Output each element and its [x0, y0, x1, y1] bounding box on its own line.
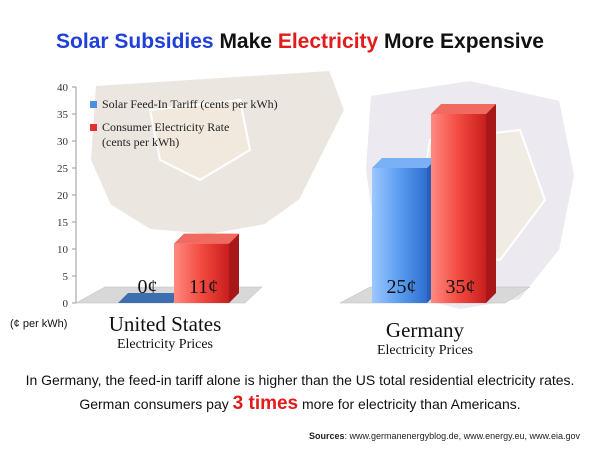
sources: Sources: www.germanenergyblog.de, www.en…	[309, 431, 580, 441]
note-line-2-post: more for electricity than Americans.	[298, 396, 521, 412]
y-tick-label: 15	[57, 217, 69, 229]
note-line-2-pre: German consumers pay	[79, 396, 233, 412]
bar-solar-1	[372, 168, 427, 303]
bar-side-1-0	[229, 233, 239, 303]
y-tick-label: 5	[63, 271, 69, 283]
y-tick-label: 20	[57, 190, 69, 202]
category-main-germany: Germany	[385, 318, 465, 342]
y-tick-label: 10	[57, 244, 69, 256]
bar-value-label: 35¢	[446, 276, 476, 298]
note-emphasis: 3 times	[232, 393, 299, 414]
legend-swatch	[90, 101, 97, 108]
sources-label: Sources	[309, 431, 345, 441]
bar-top-1-1	[431, 104, 496, 114]
bar-value-label: 25¢	[387, 276, 417, 298]
sources-text: : www.germanenergyblog.de, www.energy.eu…	[344, 431, 580, 441]
bar-value-label: 11¢	[189, 276, 218, 298]
legend-label: Solar Feed-In Tariff (cents per kWh)	[102, 97, 278, 111]
legend: Solar Feed-In Tariff (cents per kWh) Cons…	[90, 97, 278, 149]
y-tick-label: 30	[57, 136, 69, 148]
category-sub-germany: Electricity Prices	[376, 343, 474, 358]
bar-flat-0-0	[118, 293, 183, 303]
category-label-us: United States Electricity Prices	[85, 312, 245, 353]
unit-label: (¢ per kWh)	[10, 318, 68, 330]
category-sub-us: Electricity Prices	[116, 337, 214, 352]
title-part-electricity: Electricity	[277, 30, 379, 53]
y-tick-label: 25	[57, 163, 69, 175]
bar-top-0-1	[372, 158, 437, 168]
bars-group: 0¢ 25¢ 11¢ 35¢	[118, 104, 496, 303]
bar-consumer-1	[431, 114, 486, 303]
category-main-us: United States	[108, 312, 222, 336]
title-part-solar-subsidies: Solar Subsidies	[56, 30, 214, 53]
legend-label: Consumer Electricity Rate (cents per kWh)	[102, 120, 229, 149]
note-line-1: In Germany, the feed-in tariff alone is …	[25, 372, 575, 388]
bar-side-1-1	[486, 104, 496, 303]
note-line-2: German consumers pay 3 times more for el…	[0, 393, 600, 415]
y-axis: 0 5 10 15 20 25 30 35 40	[57, 82, 77, 310]
y-tick-label: 40	[57, 82, 69, 94]
bar-top-1-0	[174, 233, 239, 244]
legend-swatch	[90, 124, 97, 131]
y-tick-label: 35	[57, 109, 69, 121]
bar-value-label: 0¢	[138, 276, 158, 298]
category-label-germany: Germany Electricity Prices	[345, 318, 505, 359]
title-part-make: Make	[213, 30, 278, 53]
bar-consumer-0	[174, 243, 229, 303]
y-tick-label: 0	[63, 298, 69, 310]
title-part-more-expensive: More Expensive	[378, 30, 544, 53]
chart-title: Solar Subsidies Make Electricity More Ex…	[0, 30, 600, 54]
